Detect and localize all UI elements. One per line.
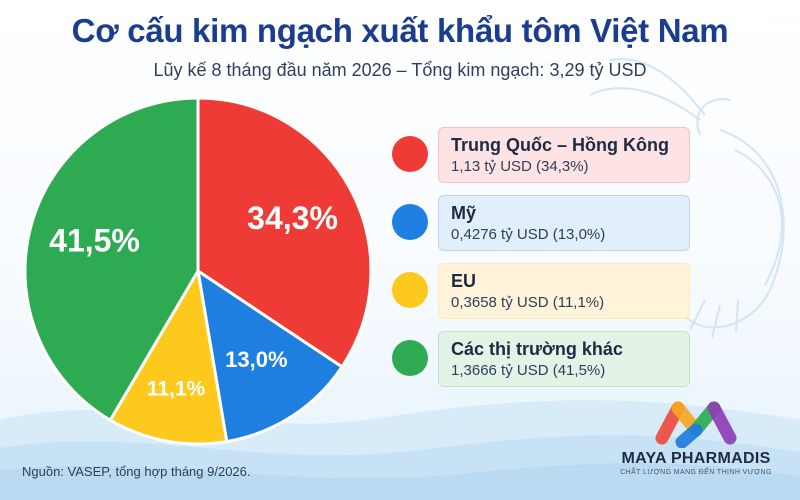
chart-title: Cơ cấu kim ngạch xuất khẩu tôm Việt Nam — [71, 12, 729, 49]
pie-slice-label-0: 34,3% — [247, 200, 338, 236]
legend-label: Trung Quốc – Hồng Kông — [451, 135, 669, 155]
logo-name: MAYA PHARMADIS — [621, 450, 771, 467]
legend-item-eu: EU 0,3658 tỷ USD (11,1%) — [392, 263, 702, 321]
legend-color-dot — [392, 204, 428, 240]
pie-slice-label-3: 41,5% — [49, 222, 140, 258]
logo-tagline: CHẤT LƯỢNG MANG ĐẾN THỊNH VƯỢNG — [620, 469, 772, 476]
legend-value: 1,3666 tỷ USD (41,5%) — [451, 362, 606, 379]
source-note: Nguồn: VASEP, tổng hợp tháng 9/2026. — [22, 464, 251, 479]
legend-value: 0,3658 tỷ USD (11,1%) — [451, 294, 605, 311]
legend-box: EU 0,3658 tỷ USD (11,1%) — [438, 263, 690, 319]
legend-item-other-markets: Các thị trường khác 1,3666 tỷ USD (41,5%… — [392, 331, 702, 389]
maya-logo-icon — [655, 401, 737, 448]
chart-subtitle: Lũy kế 8 tháng đầu năm 2026 – Tổng kim n… — [153, 60, 647, 80]
logo-stroke-4 — [675, 423, 703, 448]
legend-label: EU — [451, 271, 477, 291]
legend-label: Các thị trường khác — [451, 339, 623, 359]
legend-color-dot — [392, 136, 428, 172]
legend-item-usa: Mỹ 0,4276 tỷ USD (13,0%) — [392, 195, 702, 253]
legend-box: Trung Quốc – Hồng Kông 1,13 tỷ USD (34,3… — [438, 127, 690, 183]
pie-slice-3 — [23, 96, 200, 423]
logo-stroke-3 — [707, 401, 737, 445]
legend-color-dot — [392, 340, 428, 376]
legend-box: Mỹ 0,4276 tỷ USD (13,0%) — [438, 195, 690, 251]
legend-value: 0,4276 tỷ USD (13,0%) — [451, 226, 606, 243]
pie-slice-label-2: 11,1% — [147, 378, 206, 401]
legend-box: Các thị trường khác 1,3666 tỷ USD (41,5%… — [438, 331, 690, 387]
pie-slice-2 — [108, 266, 229, 446]
pie-slice-1 — [195, 267, 345, 444]
pie-slice-label-1: 13,0% — [225, 347, 287, 372]
legend-value: 1,13 tỷ USD (34,3%) — [451, 158, 589, 175]
legend-label: Mỹ — [451, 203, 477, 223]
legend-color-dot — [392, 272, 428, 308]
brand-logo: MAYA PHARMADIS CHẤT LƯỢNG MANG ĐẾN THỊNH… — [616, 398, 776, 478]
legend-item-china-hongkong: Trung Quốc – Hồng Kông 1,13 tỷ USD (34,3… — [392, 127, 702, 185]
